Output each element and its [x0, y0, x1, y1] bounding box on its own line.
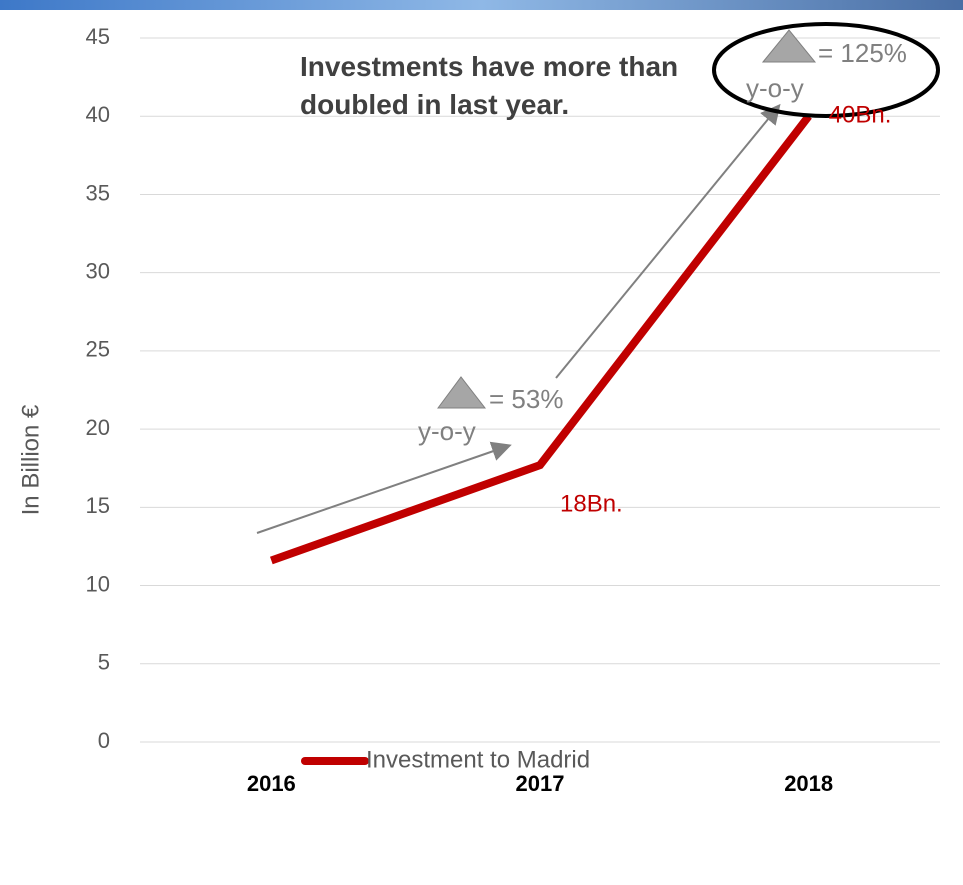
y-tick-label: 5 — [98, 650, 110, 675]
y-tick-label: 45 — [86, 24, 110, 49]
x-tick-label: 2016 — [247, 771, 296, 796]
y-tick-label: 25 — [86, 337, 110, 362]
banner — [0, 0, 963, 10]
y-tick-label: 10 — [86, 571, 110, 596]
legend-label: Investment to Madrid — [366, 746, 590, 773]
y-tick-label: 30 — [86, 258, 110, 283]
annotation: = 53% — [489, 384, 563, 414]
annotation: = 125% — [818, 38, 907, 68]
data-label: 18Bn. — [560, 490, 623, 517]
y-tick-label: 20 — [86, 415, 110, 440]
highlight-ellipse — [712, 22, 940, 118]
delta-icon — [761, 29, 817, 63]
y-tick-label: 0 — [98, 728, 110, 753]
x-tick-label: 2017 — [516, 771, 565, 796]
data-label: 40Bn. — [829, 102, 892, 129]
y-tick-label: 35 — [86, 180, 110, 205]
y-tick-label: 40 — [86, 102, 110, 127]
y-axis-label: In Billion € — [17, 404, 44, 515]
arrow — [256, 441, 512, 534]
arrow — [555, 103, 781, 379]
annotation: y-o-y — [418, 416, 476, 446]
delta-icon — [437, 376, 487, 409]
annotation: Investments have more than doubled in la… — [300, 51, 679, 120]
data-line — [269, 113, 812, 565]
annotation: y-o-y — [746, 73, 804, 103]
x-tick-label: 2018 — [784, 771, 833, 796]
y-tick-label: 15 — [86, 493, 110, 518]
